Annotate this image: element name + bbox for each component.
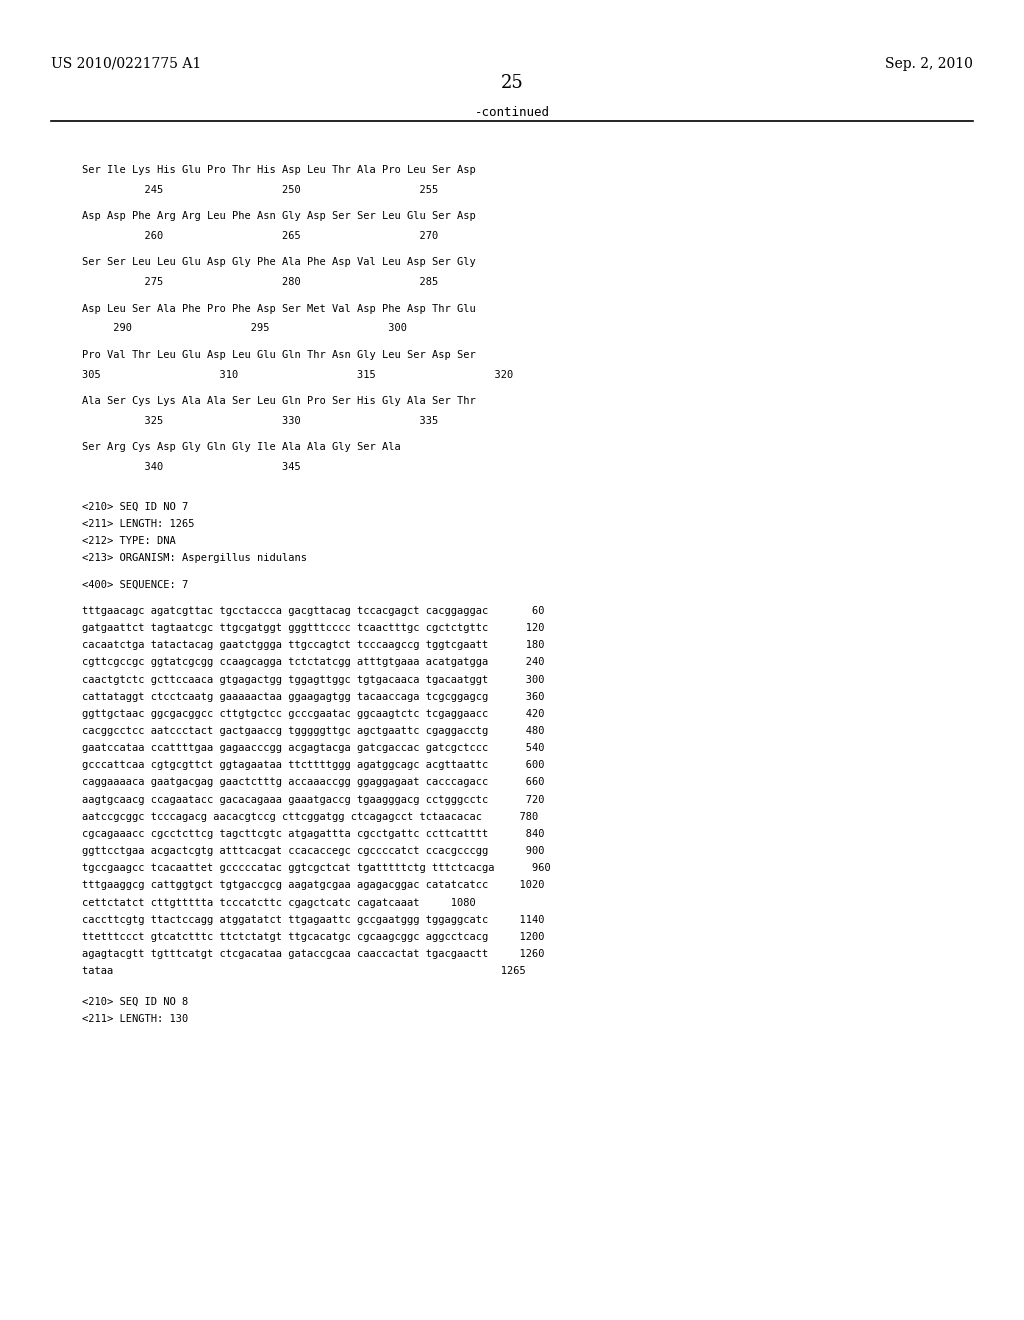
Text: Asp Leu Ser Ala Phe Pro Phe Asp Ser Met Val Asp Phe Asp Thr Glu: Asp Leu Ser Ala Phe Pro Phe Asp Ser Met … [82, 304, 476, 314]
Text: Ser Arg Cys Asp Gly Gln Gly Ile Ala Ala Gly Ser Ala: Ser Arg Cys Asp Gly Gln Gly Ile Ala Ala … [82, 442, 400, 453]
Text: <213> ORGANISM: Aspergillus nidulans: <213> ORGANISM: Aspergillus nidulans [82, 553, 307, 564]
Text: Ala Ser Cys Lys Ala Ala Ser Leu Gln Pro Ser His Gly Ala Ser Thr: Ala Ser Cys Lys Ala Ala Ser Leu Gln Pro … [82, 396, 476, 407]
Text: 25: 25 [501, 74, 523, 92]
Text: Pro Val Thr Leu Glu Asp Leu Glu Gln Thr Asn Gly Leu Ser Asp Ser: Pro Val Thr Leu Glu Asp Leu Glu Gln Thr … [82, 350, 476, 360]
Text: ggttcctgaa acgactcgtg atttcacgat ccacaccegc cgccccatct ccacgcccgg      900: ggttcctgaa acgactcgtg atttcacgat ccacacc… [82, 846, 545, 857]
Text: 305                   310                   315                   320: 305 310 315 320 [82, 370, 513, 380]
Text: cattataggt ctcctcaatg gaaaaactaa ggaagagtgg tacaaccaga tcgcggagcg      360: cattataggt ctcctcaatg gaaaaactaa ggaagag… [82, 692, 545, 702]
Text: <400> SEQUENCE: 7: <400> SEQUENCE: 7 [82, 579, 188, 590]
Text: aagtgcaacg ccagaatacc gacacagaaa gaaatgaccg tgaagggacg cctgggcctc      720: aagtgcaacg ccagaatacc gacacagaaa gaaatga… [82, 795, 545, 805]
Text: <212> TYPE: DNA: <212> TYPE: DNA [82, 536, 176, 546]
Text: caactgtctc gcttccaaca gtgagactgg tggagttggc tgtgacaaca tgacaatggt      300: caactgtctc gcttccaaca gtgagactgg tggagtt… [82, 675, 545, 685]
Text: <210> SEQ ID NO 8: <210> SEQ ID NO 8 [82, 997, 188, 1007]
Text: tttgaaggcg cattggtgct tgtgaccgcg aagatgcgaa agagacggac catatcatcc     1020: tttgaaggcg cattggtgct tgtgaccgcg aagatgc… [82, 880, 545, 891]
Text: ttetttccct gtcatctttc ttctctatgt ttgcacatgc cgcaagcggc aggcctcacg     1200: ttetttccct gtcatctttc ttctctatgt ttgcaca… [82, 932, 545, 942]
Text: caccttcgtg ttactccagg atggatatct ttgagaattc gccgaatggg tggaggcatc     1140: caccttcgtg ttactccagg atggatatct ttgagaa… [82, 915, 545, 925]
Text: US 2010/0221775 A1: US 2010/0221775 A1 [51, 57, 202, 71]
Text: cacaatctga tatactacag gaatctggga ttgccagtct tcccaagccg tggtcgaatt      180: cacaatctga tatactacag gaatctggga ttgccag… [82, 640, 545, 651]
Text: tttgaacagc agatcgttac tgcctaccca gacgttacag tccacgagct cacggaggac       60: tttgaacagc agatcgttac tgcctaccca gacgtta… [82, 606, 545, 616]
Text: cgcagaaacc cgcctcttcg tagcttcgtc atgagattta cgcctgattc ccttcatttt      840: cgcagaaacc cgcctcttcg tagcttcgtc atgagat… [82, 829, 545, 840]
Text: gatgaattct tagtaatcgc ttgcgatggt gggtttcccc tcaactttgc cgctctgttc      120: gatgaattct tagtaatcgc ttgcgatggt gggtttc… [82, 623, 545, 634]
Text: tataa                                                              1265: tataa 1265 [82, 966, 525, 977]
Text: Ser Ile Lys His Glu Pro Thr His Asp Leu Thr Ala Pro Leu Ser Asp: Ser Ile Lys His Glu Pro Thr His Asp Leu … [82, 165, 476, 176]
Text: <211> LENGTH: 1265: <211> LENGTH: 1265 [82, 519, 195, 529]
Text: <211> LENGTH: 130: <211> LENGTH: 130 [82, 1014, 188, 1024]
Text: tgccgaagcc tcacaattet gcccccatac ggtcgctcat tgatttttctg tttctcacga      960: tgccgaagcc tcacaattet gcccccatac ggtcgct… [82, 863, 551, 874]
Text: Ser Ser Leu Leu Glu Asp Gly Phe Ala Phe Asp Val Leu Asp Ser Gly: Ser Ser Leu Leu Glu Asp Gly Phe Ala Phe … [82, 257, 476, 268]
Text: gaatccataa ccattttgaa gagaacccgg acgagtacga gatcgaccac gatcgctccc      540: gaatccataa ccattttgaa gagaacccgg acgagta… [82, 743, 545, 754]
Text: 275                   280                   285: 275 280 285 [82, 277, 438, 288]
Text: 325                   330                   335: 325 330 335 [82, 416, 438, 426]
Text: 260                   265                   270: 260 265 270 [82, 231, 438, 242]
Text: <210> SEQ ID NO 7: <210> SEQ ID NO 7 [82, 502, 188, 512]
Text: agagtacgtt tgtttcatgt ctcgacataa gataccgcaa caaccactat tgacgaactt     1260: agagtacgtt tgtttcatgt ctcgacataa gataccg… [82, 949, 545, 960]
Text: Asp Asp Phe Arg Arg Leu Phe Asn Gly Asp Ser Ser Leu Glu Ser Asp: Asp Asp Phe Arg Arg Leu Phe Asn Gly Asp … [82, 211, 476, 222]
Text: cgttcgccgc ggtatcgcgg ccaagcagga tctctatcgg atttgtgaaa acatgatgga      240: cgttcgccgc ggtatcgcgg ccaagcagga tctctat… [82, 657, 545, 668]
Text: aatccgcggc tcccagacg aacacgtccg cttcggatgg ctcagagcct tctaacacac      780: aatccgcggc tcccagacg aacacgtccg cttcggat… [82, 812, 539, 822]
Text: cacggcctcc aatccctact gactgaaccg tgggggttgc agctgaattc cgaggacctg      480: cacggcctcc aatccctact gactgaaccg tgggggt… [82, 726, 545, 737]
Text: 290                   295                   300: 290 295 300 [82, 323, 407, 334]
Text: cettctatct cttgttttta tcccatcttc cgagctcatc cagatcaaat     1080: cettctatct cttgttttta tcccatcttc cgagctc… [82, 898, 476, 908]
Text: caggaaaaca gaatgacgag gaactctttg accaaaccgg ggaggagaat cacccagacc      660: caggaaaaca gaatgacgag gaactctttg accaaac… [82, 777, 545, 788]
Text: gcccattcaa cgtgcgttct ggtagaataa ttcttttggg agatggcagc acgttaattc      600: gcccattcaa cgtgcgttct ggtagaataa ttctttt… [82, 760, 545, 771]
Text: 340                   345: 340 345 [82, 462, 301, 473]
Text: -continued: -continued [474, 106, 550, 119]
Text: 245                   250                   255: 245 250 255 [82, 185, 438, 195]
Text: Sep. 2, 2010: Sep. 2, 2010 [885, 57, 973, 71]
Text: ggttgctaac ggcgacggcc cttgtgctcc gcccgaatac ggcaagtctc tcgaggaacc      420: ggttgctaac ggcgacggcc cttgtgctcc gcccgaa… [82, 709, 545, 719]
